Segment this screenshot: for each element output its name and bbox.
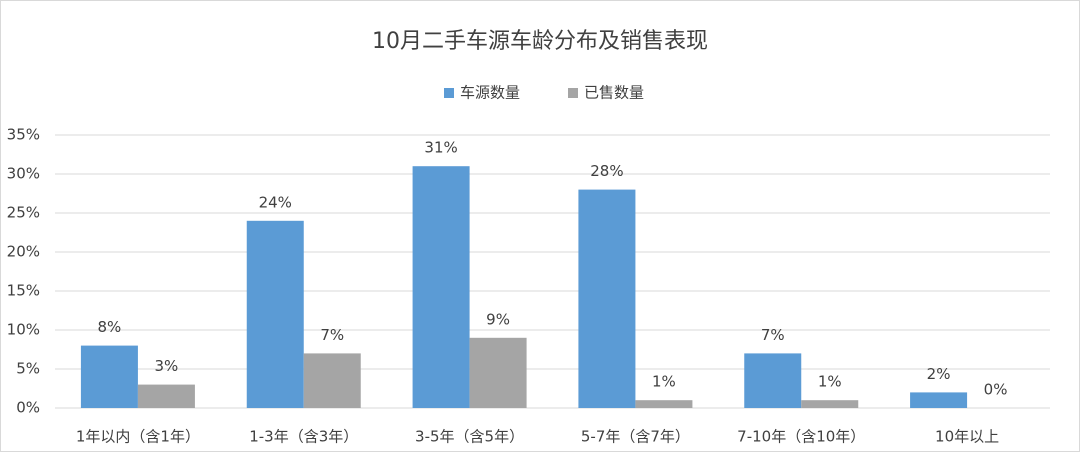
data-label: 1% bbox=[818, 373, 842, 391]
bar bbox=[246, 220, 304, 408]
bar bbox=[801, 400, 859, 408]
y-tick-label: 5% bbox=[16, 360, 40, 378]
chart-title: 10月二手车源车龄分布及销售表现 bbox=[372, 29, 708, 54]
x-tick-label: 3-5年（含5年） bbox=[415, 428, 524, 446]
bar bbox=[910, 392, 968, 408]
y-tick-label: 20% bbox=[7, 243, 40, 261]
y-tick-label: 35% bbox=[7, 126, 40, 144]
data-label: 7% bbox=[761, 326, 785, 344]
y-tick-label: 0% bbox=[16, 399, 40, 417]
bar bbox=[80, 345, 138, 408]
y-tick-label: 10% bbox=[7, 321, 40, 339]
data-label: 28% bbox=[590, 162, 623, 180]
legend-label: 已售数量 bbox=[584, 84, 644, 102]
data-label: 31% bbox=[424, 139, 457, 157]
x-tick-label: 7-10年（含10年） bbox=[737, 428, 865, 446]
data-label: 8% bbox=[98, 318, 122, 336]
data-label: 9% bbox=[486, 310, 510, 328]
x-tick-label: 1-3年（含3年） bbox=[249, 428, 358, 446]
data-label: 0% bbox=[984, 381, 1008, 399]
data-label: 1% bbox=[652, 373, 676, 391]
bar bbox=[744, 353, 802, 408]
data-label: 3% bbox=[155, 357, 179, 375]
x-tick-label: 10年以上 bbox=[935, 428, 999, 446]
data-label: 2% bbox=[927, 365, 951, 383]
y-tick-label: 15% bbox=[7, 282, 40, 300]
data-label: 24% bbox=[259, 193, 292, 211]
bar bbox=[412, 166, 470, 408]
data-label: 7% bbox=[320, 326, 344, 344]
bar bbox=[137, 384, 195, 408]
y-tick-label: 25% bbox=[7, 204, 40, 222]
y-tick-label: 30% bbox=[7, 165, 40, 183]
legend-label: 车源数量 bbox=[460, 84, 520, 102]
bar bbox=[578, 189, 636, 408]
bar bbox=[469, 337, 527, 408]
bar bbox=[635, 400, 693, 408]
legend-swatch bbox=[568, 88, 578, 98]
x-tick-label: 5-7年（含7年） bbox=[581, 428, 690, 446]
bar bbox=[303, 353, 361, 408]
x-tick-label: 1年以内（含1年） bbox=[76, 428, 200, 446]
legend-swatch bbox=[444, 88, 454, 98]
